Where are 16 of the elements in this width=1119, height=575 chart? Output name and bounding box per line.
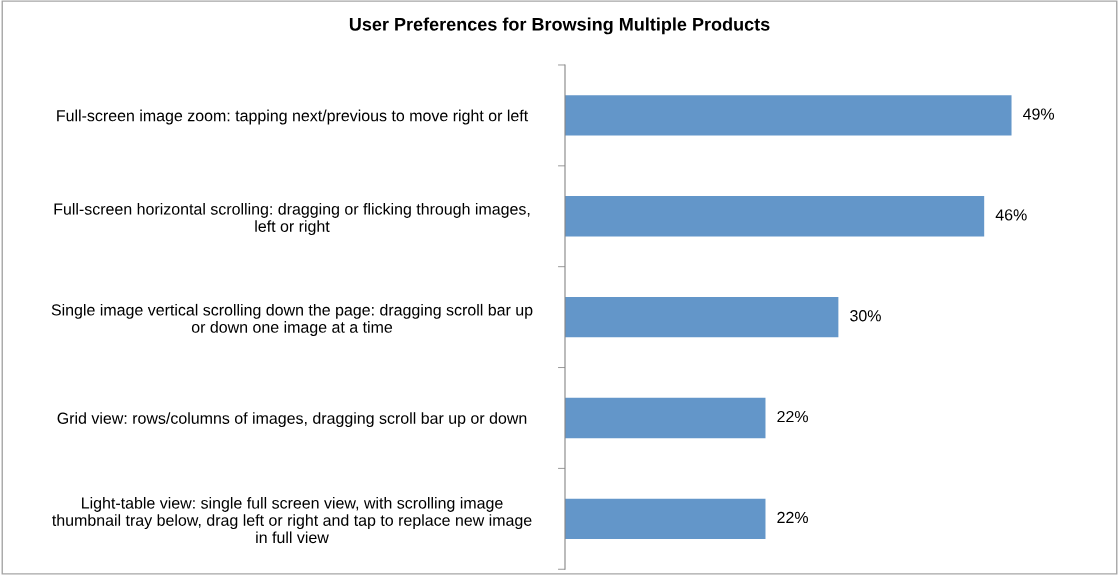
y-tick-label: Single image vertical scrolling down the page: dragging scroll bar up or down one image at a time [51, 303, 533, 336]
y-tick-label: Full-screen horizontal scrolling: dragging or flicking through images, left or right [54, 203, 530, 236]
data-label: 46% [995, 209, 1027, 221]
bar [565, 397, 766, 439]
bar [565, 95, 1012, 136]
data-label: 49% [1023, 108, 1055, 120]
bar [565, 498, 766, 539]
y-tick-label: Light-table view: single full screen view, with scrolling image thumbnail tray below, drag left or right and tap to replace new image in full view [52, 496, 532, 544]
data-label: 22% [777, 410, 808, 423]
data-label: 22% [777, 511, 808, 524]
data-label: 30% [850, 310, 881, 322]
y-tick-label: Grid view: rows/columns of images, dragging scroll bar up or down [57, 412, 527, 428]
bar [565, 296, 839, 338]
bar [565, 196, 985, 237]
y-tick-label: Full-screen image zoom: tapping next/previous to move right or left [57, 109, 529, 125]
chart-title: User Preferences for Browsing Multiple Products [349, 17, 770, 35]
